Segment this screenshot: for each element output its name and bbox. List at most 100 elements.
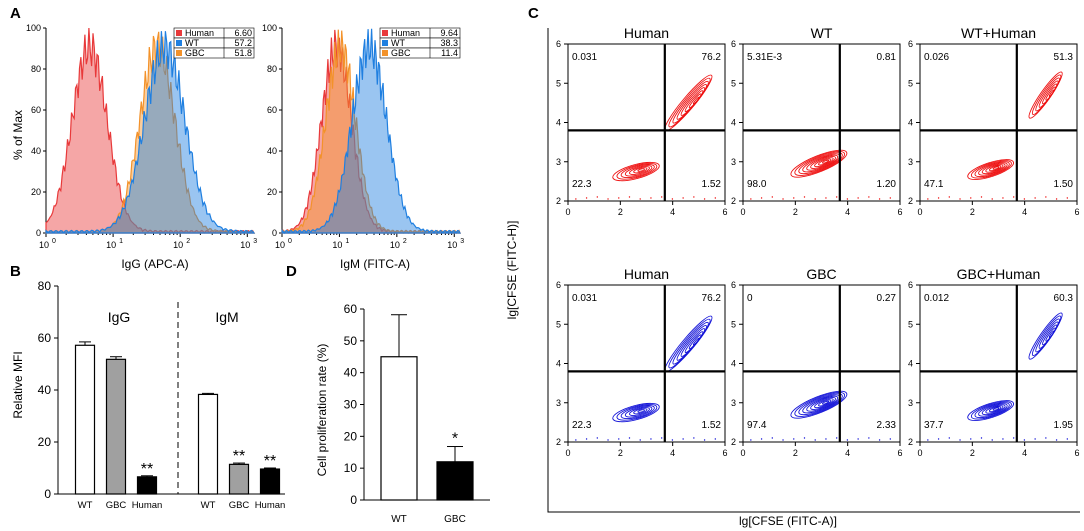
prolif-bar-gbc	[436, 461, 474, 501]
flow-contour-low	[612, 161, 660, 182]
flow-contour-high	[692, 337, 700, 346]
flow-contour-low	[633, 167, 648, 174]
flow-contour-low	[798, 393, 843, 416]
flow-event-dot	[980, 196, 983, 198]
flow-event-dot	[660, 437, 663, 439]
flow-event-dot	[857, 438, 859, 440]
flow-y-tick-label: 6	[908, 280, 913, 290]
flow-y-tick-label: 5	[556, 78, 561, 88]
flow-event-dot	[618, 438, 620, 440]
hist-y-tick-label: 0	[272, 228, 277, 238]
flow-contour-low	[814, 157, 834, 168]
flow-event-dot	[1034, 438, 1036, 440]
flow-event-dot	[703, 439, 706, 441]
flow-contour-low	[992, 166, 1000, 170]
flow-contour-low	[620, 164, 655, 179]
flow-event-dot	[959, 198, 961, 200]
flow-plot-frame	[567, 284, 726, 443]
mfi-bar-igg-gbc	[105, 358, 127, 495]
flow-event-dot	[639, 198, 641, 200]
flow-y-tick-label: 3	[731, 157, 736, 167]
mfi-bar-igm-gbc	[228, 463, 250, 495]
flow-contour-low	[988, 406, 1002, 413]
flow-event-dot	[607, 198, 609, 200]
legend-name: Human	[391, 28, 420, 38]
flow-contour-low	[624, 406, 653, 418]
flow-contour-low	[624, 165, 653, 177]
hist-y-tick-label: 20	[31, 187, 41, 197]
hist-x-tick-exponent: 1	[345, 238, 349, 245]
flow-event-dot	[682, 438, 684, 440]
panel-label-a: A	[10, 5, 21, 22]
flow-y-tick-label: 5	[908, 319, 913, 329]
flow-event-dot	[760, 197, 763, 199]
flow-contour-low	[992, 407, 1000, 411]
flow-y-tick-label: 5	[556, 319, 561, 329]
flow-event-dot	[937, 197, 940, 199]
mfi-bar-igm-wt	[197, 393, 219, 495]
flow-event-dot	[1045, 196, 1047, 198]
flow-contour-low	[821, 159, 830, 164]
flow-quadrant-ul: 0.031	[572, 52, 597, 63]
flow-frame	[547, 28, 1080, 513]
flow-event-dot	[585, 438, 588, 440]
flow-event-dot	[1002, 438, 1004, 440]
flow-contour-low	[818, 158, 832, 166]
hist-y-tick-label: 80	[31, 64, 41, 74]
flow-plot-title: GBC	[806, 266, 836, 282]
flow-event-dot	[1023, 439, 1026, 441]
flow-contour-low	[798, 152, 843, 175]
flow-x-tick-label: 4	[845, 448, 850, 458]
flow-event-dot	[970, 197, 972, 199]
flow-contour-high	[1028, 312, 1063, 360]
flow-y-tick-label: 2	[731, 196, 736, 206]
flow-contour-low	[790, 390, 848, 419]
flow-x-tick-label: 6	[722, 207, 727, 217]
flow-event-dot	[878, 439, 881, 441]
flow-event-dot	[628, 196, 631, 198]
mfi-x-tick-label: GBC	[229, 500, 250, 511]
flow-plot-frame	[919, 284, 1078, 443]
flow-event-dot	[980, 437, 983, 439]
flow-event-dot	[1012, 437, 1015, 439]
hist-y-tick-label: 80	[267, 64, 277, 74]
hist-x-tick-exponent: 3	[460, 238, 464, 245]
prolif-significance-mark: *	[452, 431, 458, 448]
legend-value: 51.8	[234, 48, 252, 58]
flow-event-dot	[585, 197, 588, 199]
flow-quadrant-lr: 1.52	[702, 420, 722, 431]
flow-contour-low	[637, 409, 645, 413]
mfi-bar-igm-human	[259, 468, 281, 495]
flow-quadrant-ul: 0.031	[572, 293, 597, 304]
legend-name: Human	[185, 28, 214, 38]
flow-x-tick-label: 6	[897, 448, 902, 458]
flow-contours	[967, 312, 1063, 422]
flow-contour-low	[806, 395, 839, 412]
panel-label-c: C	[528, 5, 539, 22]
hist-x-tick-exponent: 1	[119, 238, 123, 245]
flow-y-tick-label: 6	[556, 280, 561, 290]
prolif-x-tick-label: WT	[391, 514, 407, 525]
mfi-significance-mark: **	[141, 461, 153, 478]
hist-x-tick-label: 10	[39, 240, 49, 250]
flow-quadrant-ur: 0.81	[877, 52, 897, 63]
flow-y-tick-label: 5	[731, 319, 736, 329]
flow-x-tick-label: 4	[845, 207, 850, 217]
flow-event-dot	[889, 438, 892, 440]
mfi-x-tick-label: WT	[201, 500, 216, 511]
flow-event-dot	[803, 196, 806, 198]
hist-x-tick-exponent: 2	[403, 238, 407, 245]
flow-contour-low	[814, 398, 834, 409]
flow-event-dot	[693, 437, 695, 439]
flow-event-dot	[1066, 197, 1069, 199]
flow-y-tick-label: 3	[908, 398, 913, 408]
flow-contour-low	[790, 149, 848, 178]
hist-x-tick-label: 10	[240, 240, 250, 250]
flow-contour-low	[981, 163, 1006, 175]
flow-event-dot	[750, 439, 752, 441]
flow-contour-high	[684, 90, 704, 113]
flow-event-dot	[846, 439, 849, 441]
